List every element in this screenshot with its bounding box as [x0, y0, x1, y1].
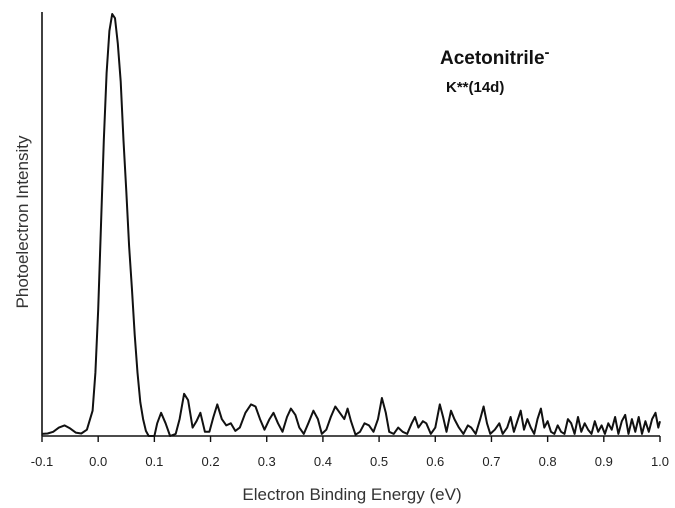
x-tick-label: 0.2: [202, 454, 220, 469]
annotation-acetonitrile: Acetonitrile-: [440, 44, 550, 69]
annotation-superscript: -: [545, 44, 550, 61]
annotation-acetonitrile-text: Acetonitrile: [440, 48, 545, 69]
x-axis-label: Electron Binding Energy (eV): [242, 485, 461, 504]
spectrum-series-line: [41, 13, 661, 437]
x-tick-label: 0.0: [89, 454, 107, 469]
x-tick-label: 1.0: [651, 454, 669, 469]
x-tick-label: 0.7: [482, 454, 500, 469]
x-ticks: [41, 436, 661, 442]
x-tick-labels: -0.1 0.0 0.1 0.2 0.3 0.4 0.5 0.6 0.7 0.8 0.9 1.0: [31, 454, 669, 469]
x-tick-label: 0.9: [595, 454, 613, 469]
x-tick-label: 0.8: [539, 454, 557, 469]
x-tick-label: 0.5: [370, 454, 388, 469]
x-tick-label: -0.1: [31, 454, 53, 469]
x-tick-label: 0.1: [145, 454, 163, 469]
y-axis-label: Photoelectron Intensity: [13, 135, 32, 308]
x-tick-label: 0.3: [258, 454, 276, 469]
x-tick-label: 0.4: [314, 454, 332, 469]
x-tick-label: 0.6: [426, 454, 444, 469]
annotation-k-14d: K**(14d): [446, 79, 504, 96]
